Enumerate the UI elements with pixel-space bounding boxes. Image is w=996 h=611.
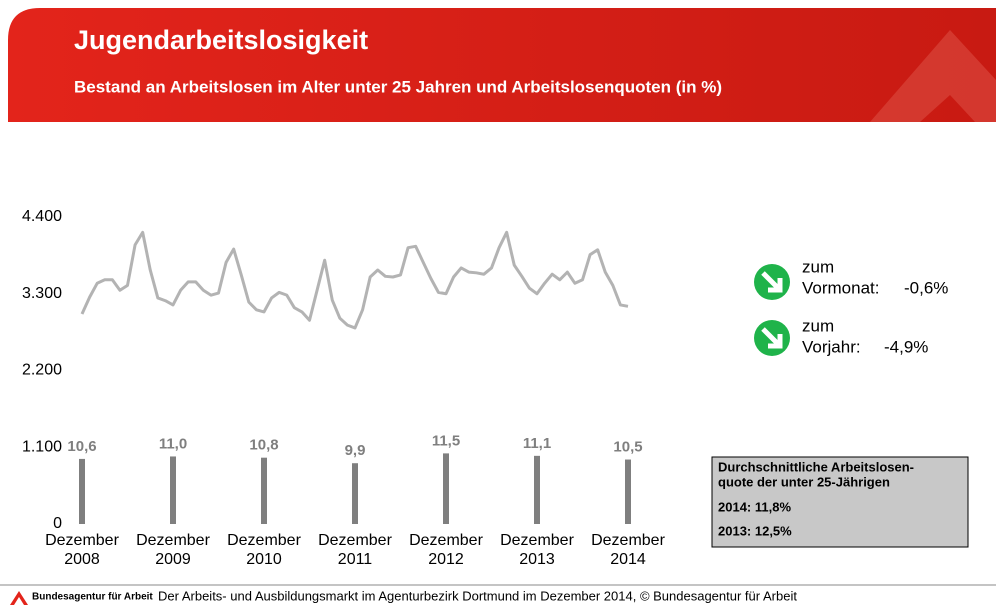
change-prefix: zum [802,257,834,276]
change-1: zum Vormonat: -0,6% [754,257,948,300]
title: Jugendarbeitslosigkeit [74,25,368,55]
x-tick-label: Dezember 2014 [591,532,665,568]
bar [79,458,85,524]
info-row: 2014: 11,8% [718,499,791,514]
change-label: Vormonat: [802,278,880,297]
change-prefix: zum [802,316,834,335]
footer-logo: Bundesagentur für Arbeit [32,592,153,603]
bar [625,459,631,524]
bar-label: 10,6 [67,438,96,455]
info-heading: quote der unter 25-Jährigen [718,474,890,489]
x-tick-label: Dezember 2010 [227,532,301,568]
y-tick-label: 0 [53,515,62,532]
bar [170,456,176,524]
x-tick-label: Dezember 2008 [45,532,119,568]
info-heading: Durchschnittliche Arbeitslosen- [718,459,914,474]
info-row: 2013: 12,5% [718,523,792,538]
bar-label: 10,8 [249,437,278,454]
header-logo-shape [870,30,996,122]
bar-label: 11,0 [159,435,187,452]
y-tick-label: 1.100 [22,438,62,455]
info-box: Durchschnittliche Arbeitslosen- quote de… [711,456,969,548]
x-tick-label: Dezember 2013 [500,532,574,568]
arrow [761,327,783,349]
bar-label: 9,9 [345,442,366,459]
change-label: Vorjahr: [802,337,861,356]
x-tick-label: Dezember 2012 [409,532,483,568]
bar-label: 10,5 [613,438,642,455]
bar [443,453,449,524]
footer-logo-icon [10,591,28,605]
bar [261,457,267,524]
y-tick-label: 3.300 [22,285,62,302]
info-box-bg [711,456,969,548]
bar-label: 11,5 [432,432,460,449]
y-tick-label: 4.400 [22,208,62,225]
header-band [8,8,996,122]
bar [352,463,358,524]
x-tick-label: Dezember 2009 [136,532,210,568]
footer-text: Der Arbeits- und Ausbildungsmarkt im Age… [158,588,797,603]
subtitle: Bestand an Arbeitslosen im Alter unter 2… [74,77,722,96]
line-series [80,230,629,330]
bar [534,455,540,524]
change-value: -4,9% [884,337,928,356]
change-value: -0,6% [904,278,948,297]
change-2: zum Vorjahr: -4,9% [754,316,928,356]
x-tick-label: Dezember 2011 [318,532,392,568]
y-tick-label: 2.200 [22,362,62,379]
arrow [761,271,783,293]
bar-label: 11,1 [523,435,551,452]
